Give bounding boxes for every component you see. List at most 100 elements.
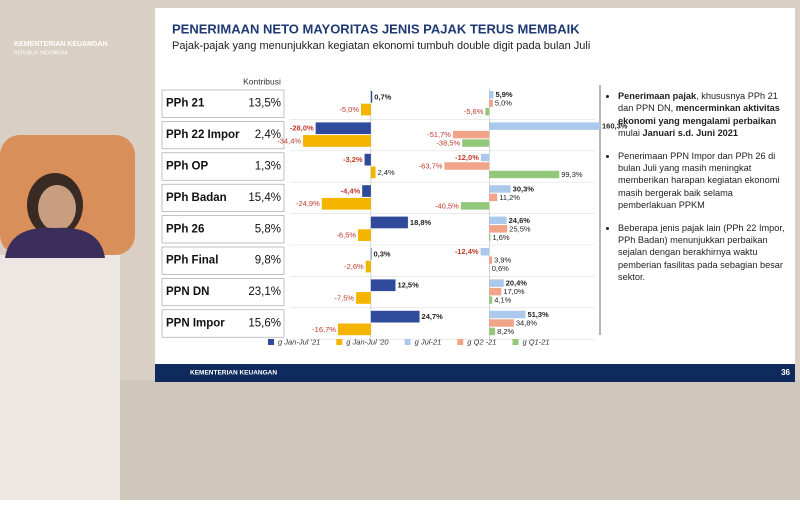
value-label: 1,6%: [492, 233, 509, 242]
bar: [481, 154, 489, 161]
bar: [489, 256, 492, 263]
bullet: Penerimaan pajak, khususnya PPh 21 dan P…: [618, 90, 786, 140]
bullet-text: Januari s.d. Juni 2021: [643, 128, 739, 138]
value-label: -24,9%: [296, 199, 320, 208]
bar: [365, 154, 371, 166]
value-label: -4,4%: [341, 187, 361, 196]
bar: [489, 288, 501, 295]
legend-swatch: [268, 339, 274, 345]
value-label: 25,5%: [509, 224, 531, 233]
value-label: -34,4%: [277, 136, 301, 145]
logo-sub: REPUBLIK INDONESIA: [14, 50, 68, 56]
bullet-text: Penerimaan pajak: [618, 91, 696, 101]
value-label: -16,7%: [312, 325, 336, 334]
value-label: -28,0%: [290, 124, 314, 133]
bullet-text: mulai: [618, 128, 643, 138]
category-label: PPh 21: [166, 98, 205, 110]
bar: [371, 279, 396, 291]
podium: [0, 255, 120, 500]
bar: [316, 122, 371, 134]
legend-label: g Jan-Jul '21: [278, 337, 320, 346]
notes: Penerimaan pajak, khususnya PPh 21 dan P…: [606, 90, 786, 294]
contribution-value: 9,8%: [255, 255, 281, 267]
bar: [371, 217, 408, 229]
category-label: PPN DN: [166, 286, 209, 298]
bar: [489, 234, 490, 241]
bar: [489, 319, 514, 326]
logo-name: KEMENTERIAN KEUANGAN: [14, 41, 108, 48]
contribution-value: 15,6%: [248, 318, 281, 330]
bar: [371, 248, 372, 260]
value-label: 4,1%: [494, 296, 511, 305]
bullet-text: Penerimaan PPN Impor dan PPh 26 di bulan…: [618, 151, 779, 211]
bar: [356, 292, 371, 304]
value-label: 5,0%: [495, 99, 512, 108]
bar: [489, 122, 600, 129]
value-label: -12,0%: [455, 153, 479, 162]
bar: [338, 324, 371, 336]
category-label: PPh Badan: [166, 192, 227, 204]
value-label: 0,3%: [373, 249, 390, 258]
value-label: 11,2%: [499, 193, 520, 202]
category-label: PPh 22 Impor: [166, 129, 240, 141]
value-label: 24,7%: [422, 312, 444, 321]
bar: [358, 229, 371, 241]
value-label: 18,8%: [410, 218, 432, 227]
category-label: PPh OP: [166, 161, 209, 173]
slide-subtitle: Pajak-pajak yang menunjukkan kegiatan ek…: [172, 40, 590, 52]
category-label: PPN Impor: [166, 318, 225, 330]
bar: [366, 261, 371, 273]
legend-swatch: [336, 339, 342, 345]
bar: [489, 217, 506, 224]
bullet: Penerimaan PPN Impor dan PPh 26 di bulan…: [618, 150, 786, 212]
bullet-text: Beberapa jenis pajak lain (PPh 22 Impor,…: [618, 223, 785, 283]
bar: [489, 194, 497, 201]
contribution-value: 13,5%: [248, 98, 281, 110]
value-label: -5,6%: [464, 107, 484, 116]
value-label: 2,4%: [378, 168, 395, 177]
value-label: 0,7%: [374, 92, 391, 101]
legend-label: g Q2 -21: [467, 337, 496, 346]
footer-text: KEMENTERIAN KEUANGAN: [190, 370, 277, 377]
contribution-header: Kontribusi: [243, 76, 281, 86]
bar: [489, 91, 493, 98]
value-label: -2,6%: [344, 262, 364, 271]
slide-title: PENERIMAAN NETO MAYORITAS JENIS PAJAK TE…: [172, 21, 580, 36]
person-face: [38, 185, 76, 231]
bar: [485, 108, 489, 115]
bar: [303, 135, 371, 147]
value-label: -5,0%: [339, 105, 359, 114]
bar: [489, 328, 495, 335]
legend-swatch: [457, 339, 463, 345]
bar: [489, 99, 493, 106]
legend-label: g Q1-21: [522, 337, 549, 346]
bar: [489, 225, 507, 232]
category-label: PPh 26: [166, 223, 204, 235]
value-label: -3,2%: [343, 155, 363, 164]
bar: [489, 296, 492, 303]
bar: [362, 185, 371, 197]
bar: [462, 139, 489, 146]
bar: [461, 202, 490, 209]
bar: [444, 162, 489, 169]
contribution-value: 23,1%: [248, 286, 281, 298]
value-label: -40,5%: [435, 201, 459, 210]
bullet: Beberapa jenis pajak lain (PPh 22 Impor,…: [618, 222, 786, 284]
bar: [371, 167, 376, 179]
contribution-value: 15,4%: [248, 192, 281, 204]
legend-label: g Jul-21: [415, 337, 442, 346]
value-label: 34,8%: [516, 318, 538, 327]
value-label: 99,3%: [561, 170, 583, 179]
page-number: 36: [781, 368, 790, 377]
category-label: PPh Final: [166, 255, 218, 267]
bar: [489, 311, 525, 318]
contribution-value: 1,3%: [255, 161, 281, 173]
bar: [361, 104, 371, 116]
contribution-value: 5,8%: [255, 223, 281, 235]
legend-swatch: [512, 339, 518, 345]
value-label: 0,6%: [492, 264, 509, 273]
bar: [489, 185, 510, 192]
value-label: -12,4%: [455, 247, 479, 256]
value-label: -38,5%: [436, 139, 460, 148]
